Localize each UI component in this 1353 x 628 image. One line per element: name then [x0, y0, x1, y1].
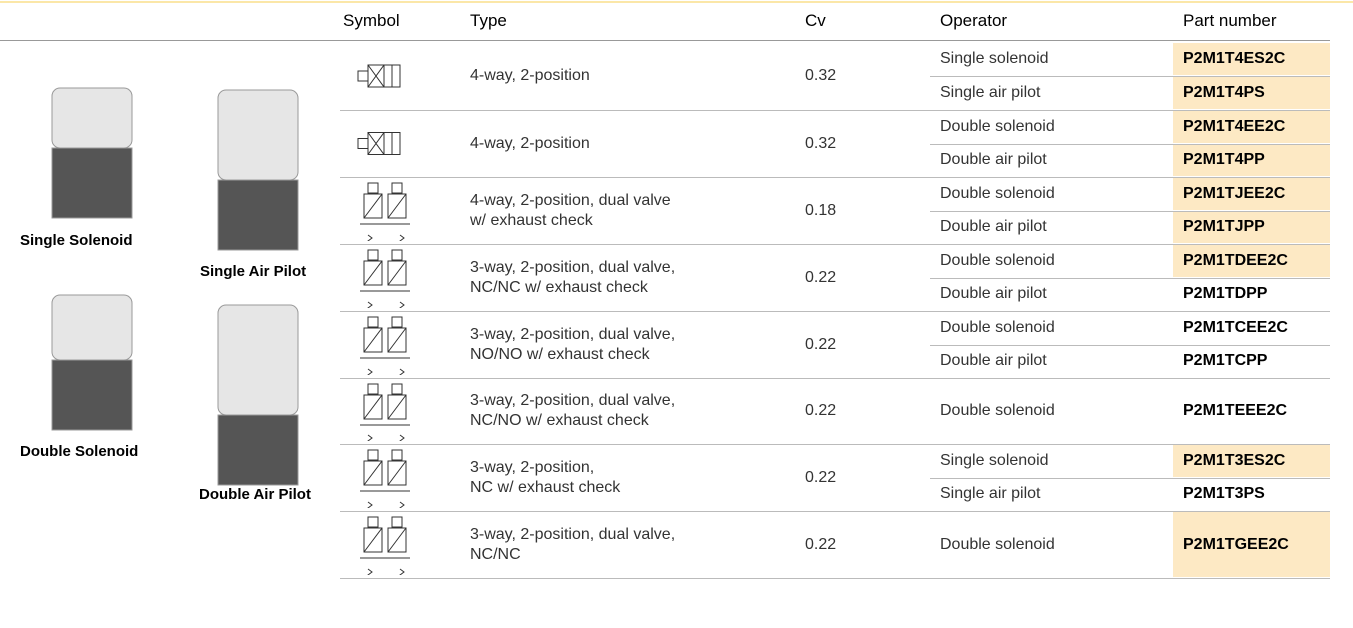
type-text: 3-way, 2-position, dual valve, — [470, 325, 676, 343]
sub-rule — [930, 477, 1330, 479]
operator: Double air pilot — [940, 285, 1047, 303]
type-text: w/ exhaust check — [470, 211, 593, 229]
valve-symbol — [357, 64, 401, 88]
part-number: P2M1TGEE2C — [1183, 535, 1289, 553]
operator: Double solenoid — [940, 184, 1055, 202]
cv-value: 0.32 — [805, 134, 837, 152]
part-number: P2M1T4EE2C — [1183, 117, 1286, 135]
header-cell: Operator — [940, 11, 1008, 30]
part-highlight — [1173, 178, 1330, 210]
type-text: NO/NO w/ exhaust check — [470, 345, 650, 363]
part-number: P2M1TCEE2C — [1183, 318, 1288, 336]
part-number: P2M1T4PP — [1183, 151, 1265, 169]
row-rule — [340, 177, 1330, 178]
row-rule — [340, 511, 1330, 512]
operator: Single air pilot — [940, 485, 1041, 503]
type-text: 4-way, 2-position — [470, 67, 590, 84]
sub-rule — [930, 143, 1330, 145]
part-number: P2M1T3PS — [1183, 485, 1265, 503]
image-label: Double Air Pilot — [199, 486, 311, 503]
type-text: 3-way, 2-position, dual valve, — [470, 258, 676, 276]
type-text: NC/NO w/ exhaust check — [470, 412, 649, 429]
sub-rule — [930, 76, 1330, 77]
type-text: 3-way, 2-position, dual valve, — [470, 392, 676, 409]
type-text: 4-way, 2-position — [470, 134, 590, 152]
part-highlight — [1173, 245, 1330, 277]
type-text: NC/NC w/ exhaust check — [470, 278, 648, 296]
header-cell: Cv — [805, 11, 826, 30]
part-number: P2M1TDPP — [1183, 285, 1268, 303]
operator: Double solenoid — [940, 251, 1055, 269]
part-highlight — [1173, 111, 1330, 143]
operator: Double solenoid — [940, 402, 1055, 419]
row-rule — [340, 311, 1330, 312]
operator: Double solenoid — [940, 318, 1055, 336]
sub-rule — [930, 210, 1330, 212]
part-number: P2M1T4PS — [1183, 84, 1265, 101]
valve-symbol — [360, 449, 410, 508]
type-text: NC/NC — [470, 545, 521, 563]
valve-symbol — [360, 249, 410, 308]
part-highlight — [1173, 211, 1330, 243]
sub-rule — [930, 344, 1330, 346]
cv-value: 0.32 — [805, 67, 837, 84]
row-rule — [340, 110, 1330, 111]
valve-symbol — [360, 383, 410, 441]
cv-value: 0.22 — [805, 468, 837, 486]
part-number: P2M1TJPP — [1183, 218, 1265, 236]
row-rule — [340, 244, 1330, 245]
row-rule — [340, 578, 1330, 579]
cv-value: 0.22 — [805, 335, 837, 353]
type-text: NC w/ exhaust check — [470, 478, 621, 496]
part-number: P2M1TDEE2C — [1183, 251, 1288, 269]
part-number: P2M1T4ES2C — [1183, 50, 1286, 67]
header-cell: Symbol — [343, 11, 400, 30]
product-images — [51, 87, 299, 486]
valve-symbol — [357, 132, 401, 155]
row-rule — [340, 444, 1330, 445]
image-label: Single Solenoid — [20, 232, 133, 249]
operator: Double solenoid — [940, 535, 1055, 553]
operator: Double solenoid — [940, 117, 1055, 135]
header-cell: Part number — [1183, 11, 1277, 30]
cv-value: 0.22 — [805, 535, 837, 553]
operator: Double air pilot — [940, 352, 1047, 370]
part-number: P2M1TJEE2C — [1183, 184, 1286, 202]
operator: Single solenoid — [940, 50, 1049, 67]
header-rule — [0, 40, 1330, 41]
cv-value: 0.22 — [805, 268, 837, 286]
part-number: P2M1TCPP — [1183, 352, 1268, 370]
cv-value: 0.18 — [805, 201, 837, 219]
cv-value: 0.22 — [805, 402, 837, 419]
valve-symbol — [360, 182, 410, 241]
part-highlight — [1173, 512, 1330, 577]
header-cell: Type — [470, 11, 507, 30]
top-rule — [0, 1, 1353, 3]
image-label: Single Air Pilot — [200, 263, 307, 280]
part-highlight — [1173, 445, 1330, 477]
part-highlight — [1173, 77, 1330, 109]
part-highlight — [1173, 43, 1330, 75]
type-text: 3-way, 2-position, — [470, 458, 595, 476]
part-highlight — [1173, 144, 1330, 176]
operator: Double air pilot — [940, 151, 1047, 169]
sub-rule — [930, 277, 1330, 279]
operator: Double air pilot — [940, 218, 1047, 236]
type-text: 3-way, 2-position, dual valve, — [470, 525, 676, 543]
part-number: P2M1TEEE2C — [1183, 402, 1288, 419]
image-label: Double Solenoid — [20, 443, 139, 460]
operator: Single air pilot — [940, 84, 1041, 101]
valve-symbol — [360, 316, 410, 375]
valve-symbol — [360, 516, 410, 575]
type-text: 4-way, 2-position, dual valve — [470, 191, 671, 209]
operator: Single solenoid — [940, 451, 1049, 469]
row-rule — [340, 378, 1330, 379]
part-number: P2M1T3ES2C — [1183, 451, 1286, 469]
